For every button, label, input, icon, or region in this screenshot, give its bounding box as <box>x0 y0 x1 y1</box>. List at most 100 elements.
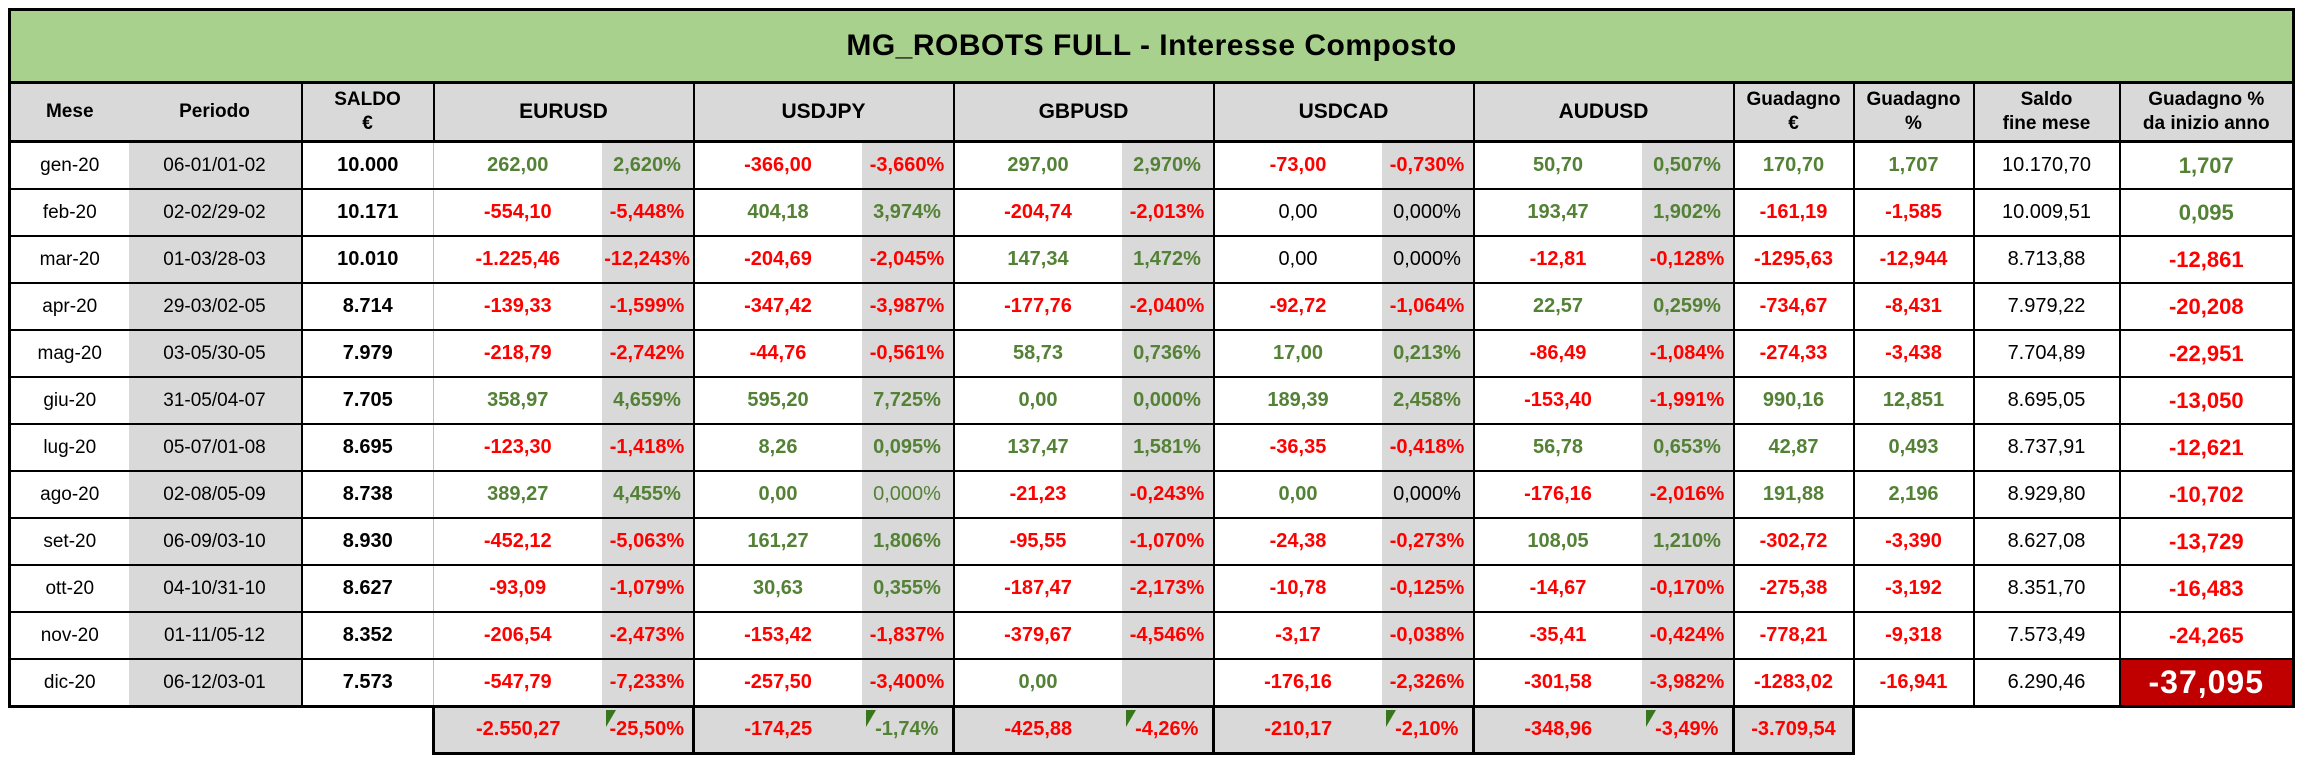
cell-eurusd-pct: -5,448% <box>601 188 694 237</box>
cell-eurusd-pct: 4,659% <box>601 376 694 425</box>
cell-eurusd-pct: -2,473% <box>601 611 694 660</box>
cell-mese: dic-20 <box>8 658 129 708</box>
cell-ytd: -24,265 <box>2118 611 2296 660</box>
cell-periodo: 06-09/03-10 <box>128 517 302 566</box>
cell-guadagno-eur: 170,70 <box>1732 140 1854 190</box>
cell-audusd-pct: 0,507% <box>1641 140 1734 190</box>
col-header-periodo: Periodo <box>128 81 303 143</box>
cell-usdcad-pct: -1,064% <box>1381 282 1474 331</box>
total-gbpusd-pct: -4,26% <box>1121 705 1215 755</box>
cell-usdjpy-value: -204,69 <box>692 235 862 284</box>
cell-saldo-fine-mese: 8.695,05 <box>1972 376 2120 425</box>
cell-gbpusd-value: 58,73 <box>952 329 1122 378</box>
cell-saldo-fine-mese: 8.713,88 <box>1972 235 2120 284</box>
cell-mese: giu-20 <box>8 376 129 425</box>
col-header-guadagno-eur: Guadagno € <box>1732 81 1855 143</box>
cell-ytd: -12,621 <box>2118 423 2296 472</box>
flag-triangle-icon <box>605 710 616 727</box>
cell-usdcad-pct: 0,000% <box>1381 470 1474 519</box>
cell-guadagno-eur: -1295,63 <box>1732 235 1854 284</box>
table-row: mar-20 01-03/28-03 10.010 -1.225,46 -12,243%… <box>8 235 2296 284</box>
cell-audusd-value: -14,67 <box>1472 564 1642 613</box>
cell-ytd: -12,861 <box>2118 235 2296 284</box>
col-header-guadagno-pct: Guadagno % <box>1852 81 1975 143</box>
cell-usdcad-value: -24,38 <box>1212 517 1382 566</box>
cell-usdjpy-pct: -1,837% <box>861 611 954 660</box>
total-audusd-pct: -3,49% <box>1641 705 1735 755</box>
cell-usdjpy-value: 595,20 <box>692 376 862 425</box>
cell-gbpusd-value: -379,67 <box>952 611 1122 660</box>
cell-eurusd-pct: -1,418% <box>601 423 694 472</box>
table-row: nov-20 01-11/05-12 8.352 -206,54 -2,473% -153… <box>8 611 2296 660</box>
cell-gbpusd-pct: -2,173% <box>1121 564 1214 613</box>
cell-gbpusd-value: 137,47 <box>952 423 1122 472</box>
cell-eurusd-pct: -5,063% <box>601 517 694 566</box>
cell-guadagno-pct: -1,585 <box>1852 188 1974 237</box>
cell-audusd-value: 108,05 <box>1472 517 1642 566</box>
cell-guadagno-eur: 191,88 <box>1732 470 1854 519</box>
cell-periodo: 05-07/01-08 <box>128 423 302 472</box>
cell-usdjpy-value: -44,76 <box>692 329 862 378</box>
table-row: ago-20 02-08/05-09 8.738 389,27 4,455% 0,00 0,… <box>8 470 2296 519</box>
table-row: feb-20 02-02/29-02 10.171 -554,10 -5,448% 404… <box>8 188 2296 237</box>
total-usdcad-pct: -2,10% <box>1381 705 1475 755</box>
table-row: giu-20 31-05/04-07 7.705 358,97 4,659% 595,20… <box>8 376 2296 425</box>
cell-periodo: 29-03/02-05 <box>128 282 302 331</box>
totals-empty <box>1853 706 1974 753</box>
cell-guadagno-pct: -16,941 <box>1852 658 1974 708</box>
total-usdcad-value: -210,17 <box>1212 705 1382 755</box>
cell-guadagno-eur: 990,16 <box>1732 376 1854 425</box>
total-audusd-value: -348,96 <box>1472 705 1642 755</box>
cell-mese: set-20 <box>8 517 129 566</box>
cell-eurusd-pct: 2,620% <box>601 140 694 190</box>
total-usdjpy-pct: -1,74% <box>861 705 955 755</box>
cell-usdjpy-pct: -2,045% <box>861 235 954 284</box>
cell-periodo: 06-12/03-01 <box>128 658 302 708</box>
cell-gbpusd-value: -204,74 <box>952 188 1122 237</box>
cell-saldo: 10.000 <box>300 140 434 190</box>
cell-gbpusd-value: 0,00 <box>952 658 1122 708</box>
total-gbpusd-value: -425,88 <box>952 705 1122 755</box>
cell-guadagno-eur: -274,33 <box>1732 329 1854 378</box>
totals-empty <box>2119 706 2294 753</box>
cell-eurusd-pct: 4,455% <box>601 470 694 519</box>
cell-usdcad-pct: -0,125% <box>1381 564 1474 613</box>
cell-usdcad-value: -176,16 <box>1212 658 1382 708</box>
page-title: MG_ROBOTS FULL - Interesse Composto <box>7 8 2296 84</box>
cell-gbpusd-value: -177,76 <box>952 282 1122 331</box>
cell-audusd-pct: -2,016% <box>1641 470 1734 519</box>
cell-saldo: 7.573 <box>300 658 434 708</box>
cell-usdcad-value: -10,78 <box>1212 564 1382 613</box>
cell-mese: ago-20 <box>8 470 129 519</box>
cell-eurusd-value: -93,09 <box>433 564 602 613</box>
cell-usdjpy-pct: 0,355% <box>861 564 954 613</box>
table-row: lug-20 05-07/01-08 8.695 -123,30 -1,418% 8,26… <box>8 423 2296 472</box>
cell-saldo-fine-mese: 8.351,70 <box>1972 564 2120 613</box>
cell-saldo: 10.010 <box>300 235 434 284</box>
cell-periodo: 01-11/05-12 <box>128 611 302 660</box>
cell-usdjpy-pct: 0,000% <box>861 470 954 519</box>
cell-usdcad-pct: -0,038% <box>1381 611 1474 660</box>
cell-usdjpy-pct: -3,400% <box>861 658 954 708</box>
cell-ytd: -13,729 <box>2118 517 2296 566</box>
cell-usdcad-value: -3,17 <box>1212 611 1382 660</box>
cell-guadagno-pct: 1,707 <box>1852 140 1974 190</box>
cell-eurusd-value: -123,30 <box>433 423 602 472</box>
cell-gbpusd-pct: -0,243% <box>1121 470 1214 519</box>
cell-eurusd-pct: -1,599% <box>601 282 694 331</box>
table-row: dic-20 06-12/03-01 7.573 -547,79 -7,233% -257… <box>8 658 2296 708</box>
cell-periodo: 04-10/31-10 <box>128 564 302 613</box>
cell-mese: apr-20 <box>8 282 129 331</box>
cell-eurusd-pct: -12,243% <box>601 235 694 284</box>
cell-eurusd-value: -554,10 <box>433 188 602 237</box>
cell-gbpusd-value: -187,47 <box>952 564 1122 613</box>
cell-eurusd-pct: -7,233% <box>601 658 694 708</box>
cell-periodo: 01-03/28-03 <box>128 235 302 284</box>
cell-ytd: -20,208 <box>2118 282 2296 331</box>
cell-guadagno-pct: -3,390 <box>1852 517 1974 566</box>
cell-gbpusd-value: -21,23 <box>952 470 1122 519</box>
total-guadagno-eur: -3.709,54 <box>1732 705 1855 755</box>
cell-usdcad-pct: 0,000% <box>1381 235 1474 284</box>
flag-triangle-icon <box>865 710 876 727</box>
table-row: apr-20 29-03/02-05 8.714 -139,33 -1,599% -347… <box>8 282 2296 331</box>
